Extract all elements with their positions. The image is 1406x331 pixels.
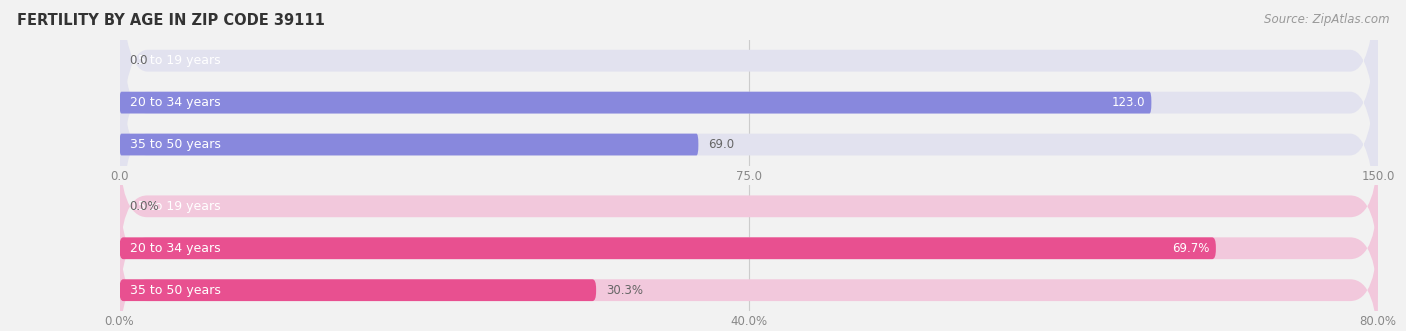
FancyBboxPatch shape (120, 227, 1378, 331)
Text: Source: ZipAtlas.com: Source: ZipAtlas.com (1264, 13, 1389, 26)
Text: 0.0%: 0.0% (129, 200, 159, 213)
FancyBboxPatch shape (120, 237, 1216, 259)
FancyBboxPatch shape (120, 185, 1378, 311)
Text: 35 to 50 years: 35 to 50 years (129, 284, 221, 297)
Text: 15 to 19 years: 15 to 19 years (129, 54, 221, 67)
Text: FERTILITY BY AGE IN ZIP CODE 39111: FERTILITY BY AGE IN ZIP CODE 39111 (17, 13, 325, 28)
FancyBboxPatch shape (120, 17, 1378, 272)
FancyBboxPatch shape (120, 0, 1378, 188)
Text: 30.3%: 30.3% (606, 284, 643, 297)
Text: 20 to 34 years: 20 to 34 years (129, 242, 221, 255)
Text: 0.0: 0.0 (129, 54, 148, 67)
FancyBboxPatch shape (120, 279, 596, 301)
Text: 15 to 19 years: 15 to 19 years (129, 200, 221, 213)
FancyBboxPatch shape (120, 92, 1152, 114)
Text: 123.0: 123.0 (1112, 96, 1144, 109)
Text: 69.0: 69.0 (709, 138, 734, 151)
FancyBboxPatch shape (120, 134, 699, 156)
FancyBboxPatch shape (120, 0, 1378, 230)
Text: 35 to 50 years: 35 to 50 years (129, 138, 221, 151)
FancyBboxPatch shape (120, 143, 1378, 269)
Text: 69.7%: 69.7% (1173, 242, 1209, 255)
Text: 20 to 34 years: 20 to 34 years (129, 96, 221, 109)
